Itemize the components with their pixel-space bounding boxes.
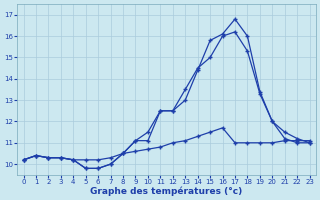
- X-axis label: Graphe des températures (°c): Graphe des températures (°c): [91, 186, 243, 196]
